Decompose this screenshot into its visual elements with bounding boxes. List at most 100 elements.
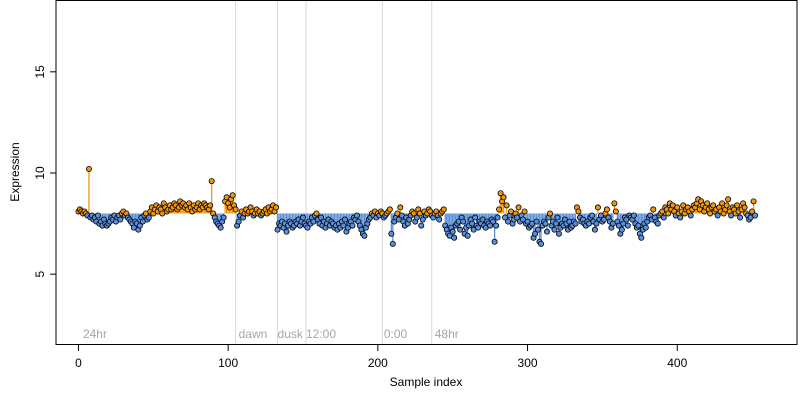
y-tick-label: 15 [33, 65, 47, 79]
data-point [552, 220, 559, 227]
data-point [235, 218, 242, 225]
data-point [723, 202, 730, 209]
data-point [642, 224, 649, 231]
data-point [710, 202, 717, 209]
data-point [635, 222, 642, 229]
data-point [572, 220, 579, 227]
y-axis-label: Expression [8, 142, 22, 201]
data-point [460, 218, 467, 225]
x-tick-label: 200 [368, 356, 388, 370]
data-point [274, 226, 281, 233]
data-points [75, 165, 759, 247]
group-label: 24hr [83, 327, 107, 341]
data-point [638, 234, 645, 241]
data-point [220, 214, 227, 221]
data-point [451, 234, 458, 241]
data-point [674, 204, 681, 211]
y-tick-label: 10 [33, 166, 47, 180]
data-point [145, 214, 152, 221]
data-point [665, 210, 672, 217]
data-point [283, 228, 290, 235]
data-point [419, 216, 426, 223]
data-point [521, 208, 528, 215]
data-point [413, 214, 420, 221]
data-point [386, 206, 393, 213]
y-tick-label: 5 [33, 271, 47, 278]
data-point [654, 220, 661, 227]
data-point [493, 222, 500, 229]
data-point [612, 208, 619, 215]
data-point [593, 220, 600, 227]
data-point [554, 214, 561, 221]
data-point [464, 232, 471, 239]
group-label: dawn [239, 327, 268, 341]
data-point [229, 192, 236, 199]
group-labels: 24hr dawn dusk 12:00 0:00 48hr [83, 327, 459, 341]
data-point [353, 212, 360, 219]
x-tick-label: 400 [667, 356, 687, 370]
data-point [660, 214, 667, 221]
data-point [594, 204, 601, 211]
data-point [752, 212, 759, 219]
data-point [544, 228, 551, 235]
data-point [687, 212, 694, 219]
group-label: dusk [278, 327, 304, 341]
data-point [497, 190, 504, 197]
data-point [418, 222, 425, 229]
data-point [611, 200, 618, 207]
data-point [304, 224, 311, 231]
data-point [496, 206, 503, 213]
x-tick-label: 100 [218, 356, 238, 370]
x-axis: 0 100 200 300 400 [75, 345, 688, 370]
data-point [532, 230, 539, 237]
data-point [677, 214, 684, 221]
data-point [273, 204, 280, 211]
data-point [207, 202, 214, 209]
data-point [487, 222, 494, 229]
data-point [491, 238, 498, 245]
data-point [624, 222, 631, 229]
data-point [208, 178, 215, 185]
data-point [737, 214, 744, 221]
data-point [317, 214, 324, 221]
data-point [117, 216, 124, 223]
data-point [503, 202, 510, 209]
data-point [588, 212, 595, 219]
group-label: 48hr [435, 327, 459, 341]
group-separators [235, 1, 433, 345]
data-point [618, 226, 625, 233]
data-point [533, 218, 540, 225]
data-point [575, 208, 582, 215]
data-point [397, 204, 404, 211]
data-point [547, 210, 554, 217]
data-point [299, 214, 306, 221]
data-point [388, 230, 395, 237]
data-point [725, 196, 732, 203]
data-point [734, 202, 741, 209]
data-point [555, 230, 562, 237]
data-point [494, 214, 501, 221]
data-point [749, 208, 756, 215]
data-point [542, 220, 549, 227]
data-point [650, 206, 657, 213]
data-point [361, 232, 368, 239]
data-point [389, 240, 396, 247]
x-tick-label: 300 [518, 356, 538, 370]
data-point [94, 212, 101, 219]
data-point [410, 210, 417, 217]
data-point [714, 212, 721, 219]
data-point [551, 226, 558, 233]
data-point [217, 224, 224, 231]
x-tick-label: 0 [75, 356, 82, 370]
plot-frame [55, 0, 798, 345]
data-point [741, 204, 748, 211]
data-point [436, 216, 443, 223]
data-point [449, 228, 456, 235]
data-point [603, 206, 610, 213]
data-point [750, 198, 757, 205]
data-point [341, 216, 348, 223]
data-point [232, 206, 239, 213]
data-point [591, 226, 598, 233]
data-point [472, 214, 479, 221]
